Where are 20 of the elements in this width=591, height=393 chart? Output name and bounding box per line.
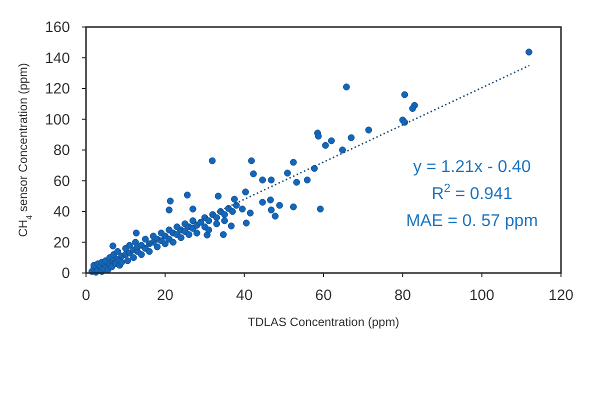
- y-tick-label: 160: [44, 19, 70, 36]
- y-tick-label: 0: [62, 265, 70, 282]
- y-tick-label: 40: [53, 204, 70, 220]
- annotation: R$^{2}$ = 0.941: [432, 181, 512, 203]
- x-axis-title: TDLAS Concentration (ppm): [248, 315, 400, 329]
- x-tick-label: 40: [236, 287, 253, 304]
- y-tick-label: 80: [53, 142, 70, 159]
- x-tick-label: 0: [82, 287, 90, 304]
- x-tick-label: 120: [548, 287, 574, 304]
- x-tick-label: 20: [156, 287, 174, 304]
- y-tick-label: 140: [44, 50, 70, 67]
- annotation: MAE = 0. 57 ppm: [406, 211, 538, 230]
- y-tick-label: 100: [44, 111, 70, 128]
- y-tick-label: 60: [53, 172, 70, 190]
- x-tick-label: 60: [315, 287, 332, 304]
- y-tick-label: 20: [53, 234, 70, 252]
- annotation: y = 1.21x - 0.40: [413, 157, 531, 176]
- x-tick-label: 80: [394, 287, 412, 304]
- x-tick-label: 100: [469, 287, 494, 304]
- y-tick-label: 120: [44, 80, 70, 98]
